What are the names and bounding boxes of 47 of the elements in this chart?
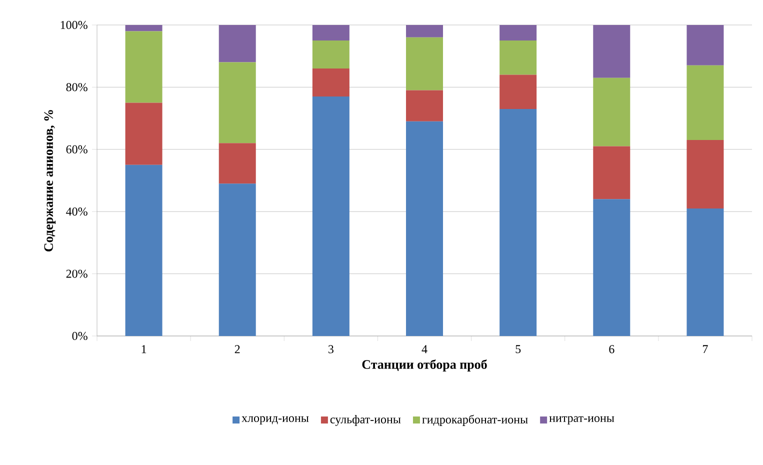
x-tick-label: 5 [516, 345, 521, 354]
y-tick-label: 80% [66, 83, 88, 92]
bar [500, 108, 537, 336]
legend-label: гидрокарбонат-ионы [422, 414, 528, 426]
bar [593, 146, 630, 200]
bar [218, 24, 256, 62]
bar [406, 37, 444, 90]
y-tick-label: 0% [72, 332, 88, 340]
bar [500, 24, 537, 41]
legend-label: хлорид-ионы [242, 416, 309, 424]
legend-label: сульфат-ионы [330, 414, 401, 426]
x-tick-label: 6 [609, 345, 614, 354]
bar [125, 31, 162, 103]
y-tick-label: 40% [66, 208, 88, 216]
y-tick-label: 100% [60, 20, 88, 30]
bar [593, 24, 630, 78]
bar [686, 140, 724, 208]
bar [312, 68, 350, 97]
bar [218, 184, 256, 336]
bar [125, 24, 162, 32]
bar [686, 24, 724, 66]
bar [593, 78, 630, 146]
x-tick-label: 1 [142, 345, 146, 354]
bar [406, 24, 444, 38]
bar [218, 62, 256, 144]
bar [218, 143, 256, 184]
x-tick-label: 2 [234, 345, 240, 354]
bar [686, 208, 724, 336]
x-tick-label: 3 [328, 345, 334, 354]
bar [500, 74, 537, 109]
x-axis-title: Станции отбора проб [362, 359, 487, 372]
y-tick-label: 60% [66, 145, 88, 154]
bar [125, 102, 162, 165]
bar [686, 65, 724, 140]
y-tick-label: 20% [66, 270, 88, 278]
bar [406, 90, 444, 122]
legend-label: нитрат-ионы [549, 416, 614, 424]
x-tick-label: 7 [703, 345, 708, 354]
bar [312, 40, 350, 69]
x-tick-label: 4 [422, 345, 428, 354]
y-axis-title: Содержание анионов, % [44, 110, 56, 252]
bar [312, 24, 350, 41]
bar [125, 164, 162, 336]
bar [312, 96, 350, 336]
bar [593, 199, 630, 336]
bar [406, 121, 444, 336]
bar [500, 40, 537, 75]
